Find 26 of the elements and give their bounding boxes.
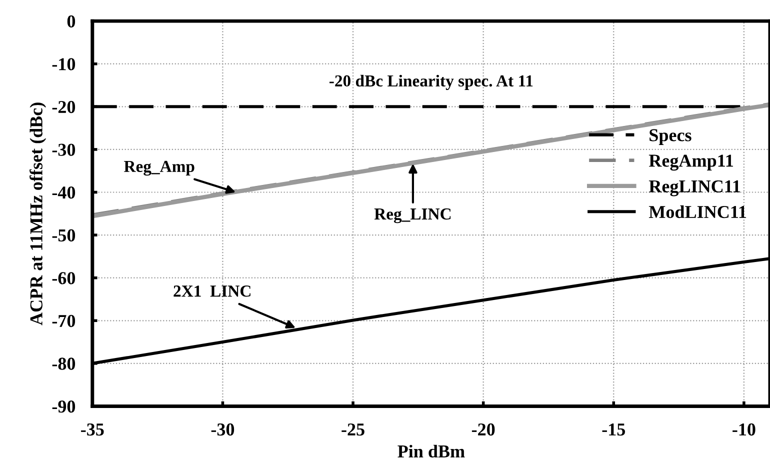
annotation: Reg_LINC [374, 208, 451, 224]
annotation: 2X1 LINC [174, 286, 250, 297]
x-tick-label: -35 [81, 423, 104, 436]
legend-label: ModLINC11 [648, 205, 746, 218]
legend-label: RegLINC11 [648, 180, 740, 196]
y-tick-label: -70 [52, 314, 76, 328]
x-tick-label: -15 [602, 424, 626, 436]
x-tick-label: -30 [211, 423, 234, 436]
legend-label: RegAmp11 [648, 154, 733, 171]
x-tick-label: -25 [342, 423, 364, 436]
y-tick-label: -60 [52, 272, 76, 284]
y-tick-label: -80 [52, 358, 76, 370]
x-tick-label: -20 [472, 423, 495, 436]
y-tick-label: -90 [52, 400, 76, 413]
y-tick-label: 0 [67, 15, 76, 28]
y-tick-label: -50 [52, 229, 76, 242]
annotation: Reg_Amp [124, 160, 194, 176]
legend-label: Specs [650, 129, 692, 145]
x-tick-label: -10 [732, 423, 756, 436]
y-tick-label: -20 [52, 100, 76, 114]
x-axis-title: Pin dBm [398, 444, 465, 458]
y-tick-label: -40 [52, 186, 76, 199]
y-tick-label: -30 [52, 144, 76, 156]
y-tick-label: -10 [52, 58, 76, 70]
annotation: -20 dBc Linearity spec. At 11 [329, 74, 533, 90]
y-axis-title: ACPR at 11MHz offset (dBc) [30, 102, 46, 326]
